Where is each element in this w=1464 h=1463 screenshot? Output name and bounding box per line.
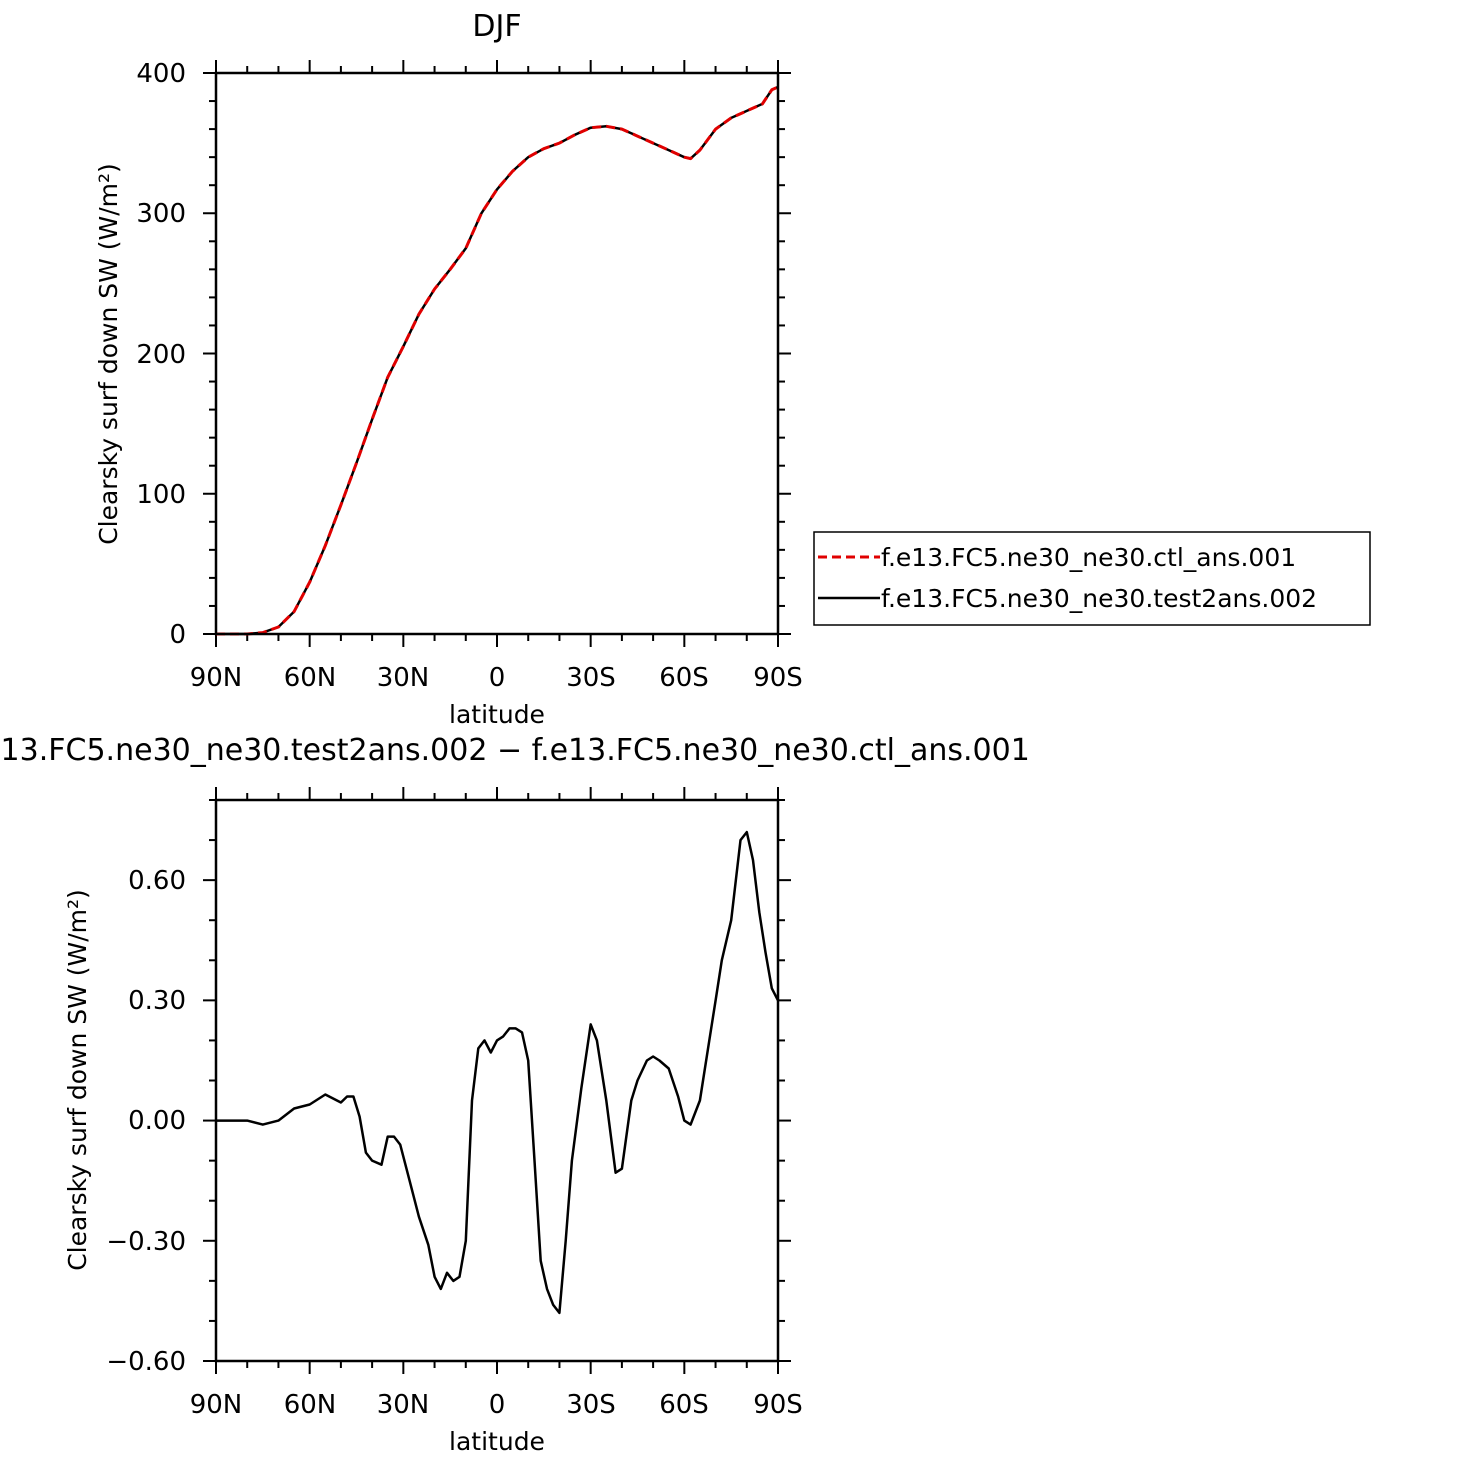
bottom-xtick-label-60s: 60S (659, 1390, 709, 1420)
bottom-xtick-label-0: 0 (489, 1390, 506, 1420)
top-series-line-ctl (216, 85, 779, 636)
bottom-chart-title: f.e13.FC5.ne30_ne30.test2ans.002 − f.e13… (0, 733, 1030, 768)
top-chart-frame (214, 71, 780, 636)
bottom-chart-ylabel: Clearsky surf down SW (W/m²) (63, 889, 92, 1271)
top-chart-legend: f.e13.FC5.ne30_ne30.ctl_ans.001 f.e13.FC… (813, 531, 1371, 626)
bottom-chart: f.e13.FC5.ne30_ne30.test2ans.002 − f.e13… (0, 733, 1030, 1456)
top-xtick-label-60n: 60N (284, 663, 337, 693)
top-ytick-label-0: 0 (169, 620, 186, 650)
top-chart-ylabel: Clearsky surf down SW (W/m²) (94, 163, 123, 545)
bottom-xtick-label-60n: 60N (284, 1390, 337, 1420)
top-xtick-label-90n: 90N (190, 663, 243, 693)
bottom-ytick-label-060: 0.60 (128, 866, 186, 896)
bottom-ytick-label-030: 0.30 (128, 986, 186, 1016)
legend-label-test: f.e13.FC5.ne30_ne30.test2ans.002 (881, 584, 1317, 613)
top-xtick-label-30n: 30N (377, 663, 430, 693)
bottom-chart-series (216, 830, 780, 1315)
top-ytick-label-100: 100 (136, 480, 186, 510)
top-ytick-label-200: 200 (136, 340, 186, 370)
top-chart-xlabel: latitude (449, 700, 545, 729)
top-xtick-label-90s: 90S (753, 663, 803, 693)
bottom-xtick-label-30n: 30N (377, 1390, 430, 1420)
bottom-xtick-label-90n: 90N (190, 1390, 243, 1420)
bottom-chart-xlabel: latitude (449, 1427, 545, 1456)
legend-label-ctl: f.e13.FC5.ne30_ne30.ctl_ans.001 (881, 543, 1296, 572)
legend-box (813, 531, 1371, 626)
bottom-xtick-label-90s: 90S (753, 1390, 803, 1420)
bottom-xtick-label-30s: 30S (566, 1390, 616, 1420)
bottom-ytick-label-000: 0.00 (128, 1106, 186, 1136)
top-ytick-label-400: 400 (136, 59, 186, 89)
top-xtick-label-60s: 60S (659, 663, 709, 693)
top-ytick-label-300: 300 (136, 199, 186, 229)
bottom-ytick-label-neg060: −0.60 (106, 1347, 186, 1377)
bottom-series-line-test (216, 830, 780, 1315)
top-chart-title: DJF (472, 9, 521, 44)
top-chart-series (216, 85, 779, 636)
bottom-ytick-label-neg030: −0.30 (106, 1227, 186, 1257)
top-chart: DJF 90N 60N 30N 0 30S 60S 90S 0 100 200 … (94, 9, 1371, 729)
top-xtick-label-0: 0 (489, 663, 506, 693)
top-xtick-label-30s: 30S (566, 663, 616, 693)
bottom-chart-frame (214, 798, 780, 1363)
top-series-line-test (216, 85, 779, 636)
